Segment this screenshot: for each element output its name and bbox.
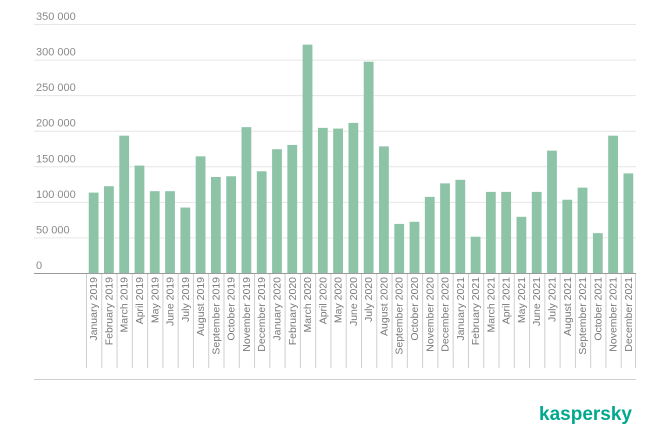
bar: [379, 146, 389, 273]
bar: [287, 144, 298, 273]
x-tick-label: April 2019: [134, 277, 146, 324]
bar: [516, 216, 527, 273]
bar: [547, 150, 557, 273]
bar: [531, 191, 542, 273]
bar: [195, 156, 206, 273]
x-tick-label: March 2021: [485, 277, 497, 333]
bar: [577, 187, 588, 273]
bars: [88, 44, 634, 274]
bar: [501, 191, 512, 273]
x-tick-label: December 2020: [440, 277, 452, 352]
bar: [180, 207, 191, 273]
x-tick-label: April 2020: [317, 277, 329, 324]
bar: [363, 61, 374, 274]
bar: [470, 236, 481, 273]
x-tick-label: February 2020: [287, 277, 299, 345]
x-tick-label: August 2020: [378, 277, 390, 336]
x-tick-label: August 2021: [562, 277, 574, 336]
x-tick-label: June 2021: [531, 277, 543, 326]
x-axis-ticks: January 2019 February 2019 March 2019 April…: [86, 273, 636, 368]
bar: [104, 186, 114, 273]
bar: [592, 233, 603, 273]
x-tick-label: September 2019: [210, 277, 222, 355]
bar: [119, 135, 130, 273]
x-tick-label: March 2020: [302, 277, 314, 333]
bar: [149, 191, 160, 273]
y-axis-ticks: 0 50 000 100 000 150 000 200 000 250 000 300 0…: [36, 11, 76, 272]
bar: [348, 122, 359, 273]
y-tick-label: 350 000: [36, 11, 76, 23]
bar: [623, 173, 634, 273]
y-tick-label: 50 000: [36, 224, 70, 236]
y-tick-label: 100 000: [36, 189, 76, 201]
x-tick-label: April 2021: [501, 277, 513, 324]
x-tick-label: February 2019: [103, 277, 115, 345]
bar: [165, 191, 175, 273]
x-tick-label: July 2021: [546, 277, 558, 322]
bar: [210, 176, 221, 273]
x-tick-label: May 2020: [333, 277, 345, 323]
bar: [440, 183, 450, 273]
x-tick-label: February 2021: [470, 277, 482, 345]
bar: [333, 128, 343, 273]
bar: [302, 44, 313, 273]
bar: [394, 223, 405, 273]
x-tick-label: January 2019: [88, 277, 100, 341]
x-tick-label: June 2019: [165, 277, 177, 326]
x-tick-label: November 2021: [608, 277, 620, 352]
bar: [608, 135, 618, 273]
x-tick-label: October 2020: [409, 277, 421, 341]
y-tick-label: 250 000: [36, 82, 76, 94]
x-tick-label: January 2020: [271, 277, 283, 341]
x-tick-label: October 2021: [592, 277, 604, 341]
x-tick-label: July 2019: [180, 277, 192, 322]
bar: [455, 179, 466, 273]
x-tick-label: January 2021: [455, 277, 467, 341]
bar: [256, 171, 267, 273]
x-tick-label: October 2019: [226, 277, 238, 341]
x-tick-label: June 2020: [348, 277, 360, 326]
bar: [485, 191, 496, 273]
x-tick-label: May 2019: [149, 277, 161, 323]
y-tick-label: 0: [36, 260, 42, 272]
x-tick-label: December 2021: [623, 277, 635, 352]
x-tick-label: September 2020: [394, 277, 406, 355]
bar: [409, 221, 420, 273]
bar: [317, 127, 328, 274]
y-tick-label: 300 000: [36, 47, 76, 59]
bar: [88, 192, 99, 273]
y-tick-label: 200 000: [36, 118, 76, 130]
x-tick-label: September 2021: [577, 277, 589, 355]
x-tick-label: August 2019: [195, 277, 207, 336]
y-tick-label: 150 000: [36, 153, 76, 165]
bar: [134, 165, 145, 273]
bar: [562, 199, 573, 273]
x-tick-label: March 2019: [119, 277, 131, 333]
x-tick-label: July 2020: [363, 277, 375, 322]
x-tick-label: May 2021: [516, 277, 528, 323]
bar: [272, 149, 282, 273]
x-tick-label: December 2019: [256, 277, 268, 352]
bar: [241, 127, 252, 273]
x-tick-label: November 2020: [424, 277, 436, 352]
kaspersky-logo: kaspersky: [539, 404, 632, 425]
x-tick-label: November 2019: [241, 277, 253, 352]
bar: [226, 176, 237, 273]
bar: [424, 196, 435, 273]
